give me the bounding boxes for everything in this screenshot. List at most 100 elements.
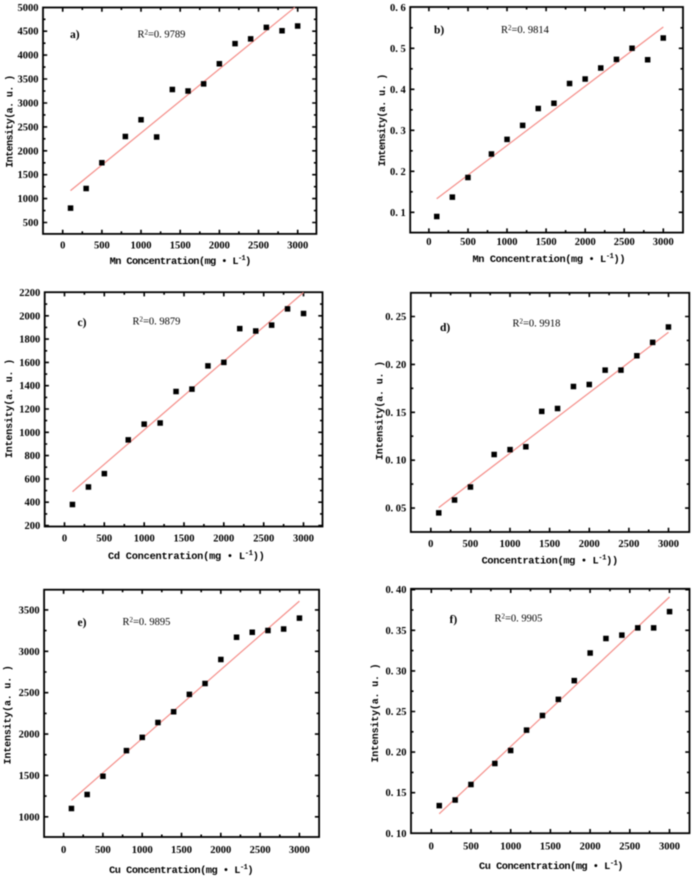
svg-text:1500: 1500: [536, 237, 557, 248]
svg-text:Cu Concentration(mg • L-1): Cu Concentration(mg • L-1): [109, 864, 253, 877]
svg-text:2000: 2000: [213, 534, 234, 545]
svg-text:1500: 1500: [174, 534, 195, 545]
svg-text:R2=0. 9918: R2=0. 9918: [513, 317, 561, 329]
svg-text:3000: 3000: [18, 99, 39, 110]
svg-text:1500: 1500: [19, 771, 40, 782]
svg-text:1500: 1500: [539, 539, 560, 550]
svg-text:R2=0. 9879: R2=0. 9879: [133, 315, 181, 327]
svg-text:0: 0: [61, 845, 66, 856]
svg-text:3000: 3000: [658, 539, 679, 550]
svg-text:2200: 2200: [19, 288, 40, 299]
svg-text:1000: 1000: [500, 842, 521, 853]
svg-text:500: 500: [96, 534, 112, 545]
svg-text:4500: 4500: [18, 27, 39, 38]
svg-text:2500: 2500: [250, 845, 271, 856]
svg-text:500: 500: [460, 237, 476, 248]
svg-text:2000: 2000: [575, 237, 596, 248]
svg-text:Cd Concentration(mg • L-1)): Cd Concentration(mg • L-1)): [108, 550, 265, 563]
svg-text:2000: 2000: [210, 845, 231, 856]
svg-text:2000: 2000: [18, 146, 39, 157]
svg-text:2500: 2500: [248, 240, 269, 251]
svg-text:0. 4: 0. 4: [390, 85, 407, 96]
svg-text:3500: 3500: [18, 75, 39, 86]
svg-text:2500: 2500: [253, 534, 274, 545]
svg-text:0. 20: 0. 20: [385, 360, 406, 371]
svg-text:400: 400: [24, 498, 40, 509]
svg-text:Intensity(a. u. ): Intensity(a. u. ): [377, 74, 388, 166]
svg-text:2000: 2000: [580, 842, 601, 853]
svg-text:1000: 1000: [19, 812, 40, 823]
svg-text:R2=0. 9789: R2=0. 9789: [138, 28, 186, 40]
svg-text:Intensity(a. u. ): Intensity(a. u. ): [375, 361, 386, 460]
svg-text:0. 5: 0. 5: [390, 44, 406, 55]
svg-text:Intensity(a. u. ): Intensity(a. u. ): [370, 663, 381, 762]
svg-text:0. 35: 0. 35: [386, 626, 407, 637]
svg-text:800: 800: [24, 451, 40, 462]
svg-text:2500: 2500: [619, 842, 640, 853]
svg-text:3000: 3000: [653, 237, 674, 248]
svg-text:c): c): [78, 317, 87, 329]
svg-text:0. 25: 0. 25: [385, 312, 406, 323]
svg-text:1400: 1400: [19, 381, 40, 392]
svg-text:a): a): [70, 29, 80, 41]
svg-text:500: 500: [463, 842, 479, 853]
svg-text:1500: 1500: [18, 170, 39, 181]
svg-text:Intensity(a. u. ): Intensity(a. u. ): [4, 359, 15, 458]
svg-text:R2=0. 9905: R2=0. 9905: [495, 612, 543, 624]
svg-text:1000: 1000: [497, 237, 518, 248]
svg-text:e): e): [78, 617, 87, 629]
svg-text:0. 15: 0. 15: [385, 408, 406, 419]
svg-text:0: 0: [429, 842, 434, 853]
svg-text:2500: 2500: [614, 237, 635, 248]
svg-text:0. 05: 0. 05: [385, 504, 406, 515]
svg-text:0: 0: [62, 534, 67, 545]
svg-text:3000: 3000: [289, 845, 310, 856]
svg-text:1500: 1500: [170, 240, 191, 251]
svg-text:2000: 2000: [209, 240, 230, 251]
svg-text:1000: 1000: [131, 240, 152, 251]
svg-text:f): f): [450, 614, 458, 626]
svg-text:Intensity(a. u. ): Intensity(a. u. ): [5, 75, 16, 167]
svg-text:500: 500: [23, 218, 39, 229]
svg-text:0: 0: [60, 240, 65, 251]
svg-text:2000: 2000: [19, 311, 40, 322]
svg-text:1000: 1000: [500, 539, 521, 550]
svg-text:1000: 1000: [134, 534, 155, 545]
svg-text:200: 200: [24, 521, 40, 532]
svg-text:0. 1: 0. 1: [390, 208, 406, 219]
svg-text:0: 0: [426, 237, 431, 248]
svg-text:500: 500: [95, 845, 111, 856]
svg-text:0. 30: 0. 30: [386, 666, 407, 677]
svg-text:0. 20: 0. 20: [386, 748, 407, 759]
svg-text:R2=0. 9814: R2=0. 9814: [501, 24, 550, 36]
svg-text:0. 6: 0. 6: [390, 3, 406, 14]
svg-text:1200: 1200: [19, 405, 40, 416]
svg-text:R2=0. 9895: R2=0. 9895: [123, 616, 171, 628]
svg-text:0. 10: 0. 10: [385, 456, 406, 467]
svg-text:Concentration(mg • L-1)): Concentration(mg • L-1)): [482, 555, 618, 568]
svg-text:Mn Concentration(mg • L-1): Mn Concentration(mg • L-1): [110, 255, 251, 268]
svg-text:3000: 3000: [293, 534, 314, 545]
svg-text:4000: 4000: [18, 51, 39, 62]
svg-text:0. 2: 0. 2: [390, 167, 406, 178]
svg-text:600: 600: [24, 474, 40, 485]
svg-text:0. 10: 0. 10: [386, 829, 407, 840]
svg-text:0: 0: [428, 539, 433, 550]
svg-text:3000: 3000: [287, 240, 308, 251]
svg-text:1000: 1000: [132, 845, 153, 856]
svg-text:d): d): [440, 322, 450, 334]
svg-text:2000: 2000: [19, 730, 40, 741]
svg-text:0. 25: 0. 25: [386, 707, 407, 718]
svg-text:3000: 3000: [19, 647, 40, 658]
svg-text:0. 15: 0. 15: [386, 788, 407, 799]
svg-text:1500: 1500: [171, 845, 192, 856]
svg-text:1000: 1000: [18, 194, 39, 205]
svg-text:1500: 1500: [540, 842, 561, 853]
svg-text:1800: 1800: [19, 335, 40, 346]
svg-text:500: 500: [94, 240, 110, 251]
svg-text:Mn Concentration(mg • L-1)): Mn Concentration(mg • L-1)): [472, 253, 625, 266]
svg-text:500: 500: [463, 539, 479, 550]
svg-text:1000: 1000: [19, 428, 40, 439]
svg-text:0. 3: 0. 3: [390, 126, 406, 137]
svg-text:2000: 2000: [579, 539, 600, 550]
